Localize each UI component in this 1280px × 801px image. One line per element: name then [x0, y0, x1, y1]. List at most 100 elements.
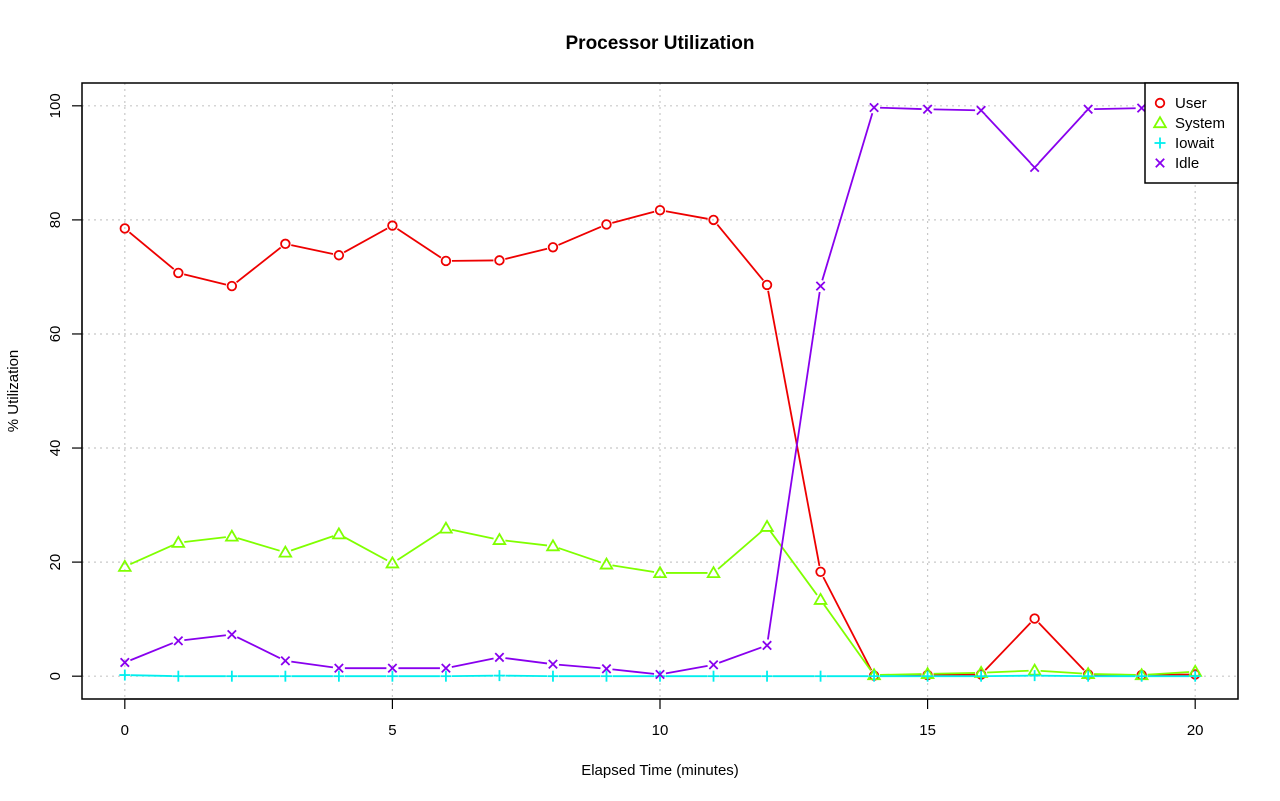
series-idle-point: [280, 655, 291, 666]
series-user-point: [708, 214, 719, 226]
series-idle-point: [922, 104, 933, 115]
legend: User System Iowait Idle: [1144, 82, 1239, 184]
series-user-point: [761, 279, 773, 291]
series-iowait-point: [279, 670, 291, 682]
series-system-point: [438, 520, 454, 534]
y-tick-label: 100: [47, 93, 64, 118]
series-idle-point: [762, 640, 772, 651]
series-idle-point: [601, 663, 612, 674]
series-user-segment: [1038, 622, 1085, 671]
series-iowait-point: [815, 670, 827, 682]
series-iowait-point: [868, 670, 880, 682]
legend-marker-iowait: [1154, 137, 1166, 149]
series-iowait-segment: [130, 674, 173, 677]
legend-item-user: User: [1154, 95, 1207, 112]
series-idle-point: [976, 105, 986, 116]
series-idle-segment: [880, 106, 922, 110]
series-iowait-point: [226, 670, 238, 682]
series-iowait-point: [172, 670, 184, 682]
series-system-segment: [343, 536, 388, 562]
x-tick-label: 0: [121, 722, 129, 739]
series-system-segment: [505, 539, 548, 547]
series-user-point: [494, 255, 505, 266]
series-iowait-point: [600, 670, 612, 682]
series-user-segment: [665, 210, 708, 220]
x-axis: 0 5 10 15 20: [121, 698, 1204, 739]
series-system-segment: [933, 671, 976, 675]
series-iowait-point: [493, 670, 505, 682]
legend-item-idle: Idle: [1155, 155, 1199, 172]
series-system-point: [599, 556, 614, 570]
series-idle-segment: [718, 646, 762, 664]
series-user-segment: [767, 290, 821, 567]
series-system-point: [170, 535, 186, 548]
series-system-point: [224, 528, 240, 542]
series-user-point: [119, 223, 131, 234]
series-idle-point: [119, 657, 130, 668]
series-user-segment: [236, 246, 282, 284]
series-user-segment: [343, 227, 388, 254]
series-user-point: [226, 280, 238, 292]
y-tick-label: 0: [47, 672, 64, 680]
legend-marker-user: [1154, 97, 1166, 109]
legend-marker-system: [1152, 115, 1168, 129]
series-system-segment: [1094, 673, 1136, 676]
series-idle-point: [869, 102, 879, 113]
series-idle-point: [548, 659, 558, 670]
series-user-segment: [612, 210, 655, 224]
series-system-segment: [451, 528, 494, 540]
series-user-segment: [822, 576, 873, 671]
x-axis-label: Elapsed Time (minutes): [581, 762, 739, 779]
series-system-segment: [237, 537, 280, 552]
legend-label-iowait: Iowait: [1175, 135, 1215, 152]
series-iowait-point: [654, 670, 666, 682]
series-idle-segment: [451, 657, 494, 668]
series-user-segment: [183, 273, 227, 286]
series-user-point: [440, 255, 452, 267]
series-system-segment: [184, 536, 226, 543]
series-system-segment: [396, 530, 442, 561]
series-user-segment: [291, 244, 334, 255]
series-iowait-point: [333, 670, 345, 682]
series-system-segment: [612, 564, 655, 573]
series-user-point: [601, 219, 612, 230]
y-tick-label: 20: [47, 554, 64, 571]
y-tick-label: 80: [47, 212, 64, 229]
legend-label-idle: Idle: [1175, 155, 1199, 172]
series-idle-segment: [1038, 113, 1085, 164]
series-system-point: [652, 565, 668, 579]
series-system-point: [813, 592, 828, 605]
series-iowait-point: [386, 670, 398, 682]
series-user-point: [815, 566, 826, 578]
series-idle-point: [494, 652, 505, 663]
grid: [82, 83, 1238, 699]
y-tick-label: 60: [47, 326, 64, 343]
series-system-segment: [129, 544, 174, 566]
series-iowait-point: [1189, 670, 1201, 682]
series-system-point: [492, 532, 507, 545]
series-user-point: [387, 220, 398, 231]
x-tick-label: 5: [388, 722, 396, 739]
series-system-segment: [290, 535, 334, 552]
series-system-segment: [880, 673, 922, 676]
series-system-point: [278, 544, 293, 558]
series-system-segment: [558, 547, 602, 564]
series-idle-segment: [184, 634, 226, 642]
series-idle-point: [334, 663, 344, 674]
series-idle-segment: [665, 664, 708, 675]
series-user-segment: [128, 231, 175, 270]
series-system-point: [331, 526, 347, 540]
series-system-segment: [1147, 671, 1190, 676]
series-iowait-point: [761, 670, 773, 682]
series-system-point: [759, 519, 775, 532]
series-iowait-point: [547, 670, 559, 682]
series-idle-segment: [821, 113, 874, 281]
series-user-segment: [558, 225, 602, 246]
legend-marker-idle: [1155, 158, 1165, 168]
series-user-point: [547, 242, 559, 253]
series-idle-segment: [505, 657, 548, 665]
series-idle-segment: [984, 114, 1032, 164]
series-system-point: [117, 559, 133, 572]
series-idle-point: [441, 663, 451, 674]
series-system-segment: [717, 529, 764, 570]
